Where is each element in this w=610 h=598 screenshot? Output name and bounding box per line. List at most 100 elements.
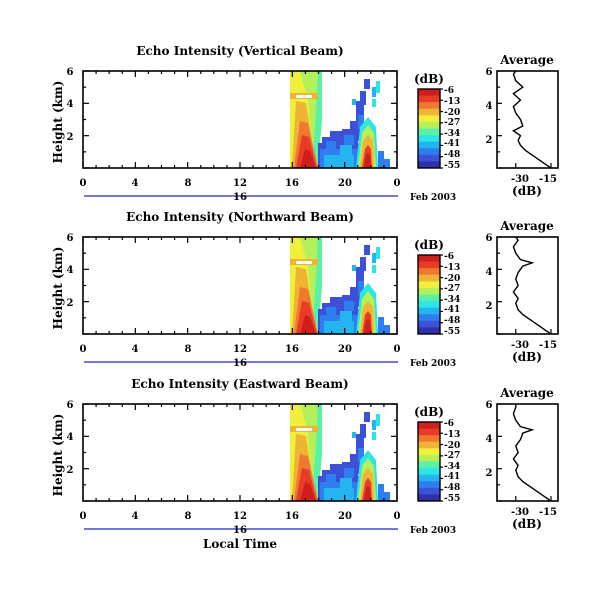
echo-cell: [344, 468, 354, 478]
panel-title: Echo Intensity (Vertical Beam): [136, 44, 343, 58]
x-tick-label: 4: [132, 511, 139, 522]
echo-gap: [296, 95, 312, 98]
date-label: 16: [233, 525, 247, 536]
colorbar-swatch: [418, 148, 440, 156]
colorbar-tick: -48: [444, 316, 460, 326]
echo-cell: [340, 311, 352, 321]
colorbar-tick: -55: [444, 161, 460, 171]
y-axis-label: Height (km): [51, 81, 65, 164]
echo-heatmap: [290, 71, 390, 168]
colorbar-swatch: [418, 428, 440, 436]
y-tick-label: 2: [67, 132, 74, 143]
colorbar-swatch: [418, 287, 440, 295]
date-suffix: Feb 2003: [410, 359, 456, 369]
echo-cell: [324, 488, 354, 501]
colorbar-swatch: [418, 274, 440, 282]
colorbar-swatch: [418, 301, 440, 309]
average-y-tick: 2: [486, 468, 493, 479]
x-tick-label: 20: [338, 511, 352, 522]
colorbar-swatch: [418, 422, 440, 430]
y-tick-label: 4: [67, 432, 74, 443]
colorbar-swatch: [418, 135, 440, 143]
echo-cell: [350, 121, 358, 131]
colorbar-swatch: [418, 474, 440, 482]
echo-cell: [350, 454, 358, 464]
x-tick-label: 16: [285, 511, 299, 522]
colorbar-frame: [417, 88, 441, 169]
x-tick-label: 20: [338, 344, 352, 355]
x-tick-label: 16: [285, 178, 299, 189]
colorbar-frame: [417, 254, 441, 335]
colorbar-tick: -6: [444, 419, 454, 429]
x-tick-label: 0: [394, 178, 401, 189]
colorbar-tick: -6: [444, 86, 454, 96]
x-tick-label: 8: [185, 511, 192, 522]
colorbar-swatch: [418, 327, 440, 335]
echo-cell: [384, 159, 390, 168]
colorbar-tick: -34: [444, 129, 460, 139]
echo-cell: [340, 145, 352, 155]
axis-ticks: [82, 403, 398, 502]
colorbar-title: (dB): [414, 405, 444, 419]
colorbar-swatch: [418, 461, 440, 469]
y-tick-label: 6: [67, 400, 74, 411]
colorbar-swatch: [418, 89, 440, 97]
colorbar-tick: -13: [444, 263, 460, 273]
colorbar-tick: -13: [444, 97, 460, 107]
echo-region: [364, 153, 371, 168]
average-y-tick: 6: [486, 67, 493, 78]
colorbar-tick: -20: [444, 274, 460, 284]
echo-heatmap: [290, 237, 390, 334]
colorbar-tick: -55: [444, 327, 460, 337]
y-tick-label: 6: [67, 67, 74, 78]
date-label: 16: [233, 358, 247, 369]
colorbar-swatch: [418, 121, 440, 129]
echo-cell: [372, 420, 376, 430]
colorbar-tick: -6: [444, 252, 454, 262]
average-y-tick: 6: [486, 233, 493, 244]
average-y-tick: 4: [486, 101, 493, 112]
echo-cell: [378, 317, 384, 334]
average-title: Average: [499, 53, 554, 67]
x-tick-label: 12: [233, 178, 247, 189]
echo-cell: [372, 99, 376, 107]
colorbar-tick: -34: [444, 295, 460, 305]
y-tick-label: 2: [67, 465, 74, 476]
colorbar-frame: [417, 421, 441, 502]
average-frame: [496, 403, 559, 502]
echo-cell: [364, 79, 370, 89]
echo-cell: [330, 297, 342, 307]
colorbar-swatch: [418, 487, 440, 495]
average-frame: [496, 236, 559, 335]
echo-cell: [376, 414, 380, 426]
colorbar-swatch: [418, 95, 440, 103]
echo-gap: [296, 261, 312, 264]
colorbar-swatch: [418, 255, 440, 263]
echo-cell: [358, 281, 364, 295]
average-y-tick: 4: [486, 267, 493, 278]
average-x-tick: -30: [511, 507, 529, 518]
echo-cell: [364, 245, 370, 255]
colorbar-swatch: [418, 281, 440, 289]
echo-cell: [360, 257, 366, 271]
echo-cell: [376, 247, 380, 259]
average-line: [512, 404, 552, 502]
colorbar-swatch: [418, 435, 440, 443]
colorbar-swatch: [418, 128, 440, 136]
echo-cell: [324, 155, 354, 168]
y-tick-label: 4: [67, 99, 74, 110]
echo-region: [364, 319, 371, 334]
average-x-label: (dB): [512, 184, 542, 198]
echo-cell: [326, 474, 336, 484]
colorbar-tick: -27: [444, 118, 460, 128]
colorbar-title: (dB): [414, 238, 444, 252]
echo-region: [300, 149, 316, 168]
x-tick-label: 4: [132, 178, 139, 189]
axis-ticks: [82, 70, 398, 169]
colorbar: [417, 421, 443, 502]
colorbar-tick: -48: [444, 150, 460, 160]
colorbar-swatch: [418, 468, 440, 476]
colorbar-tick: -20: [444, 108, 460, 118]
colorbar-tick: -41: [444, 139, 460, 149]
average-y-tick: 2: [486, 301, 493, 312]
